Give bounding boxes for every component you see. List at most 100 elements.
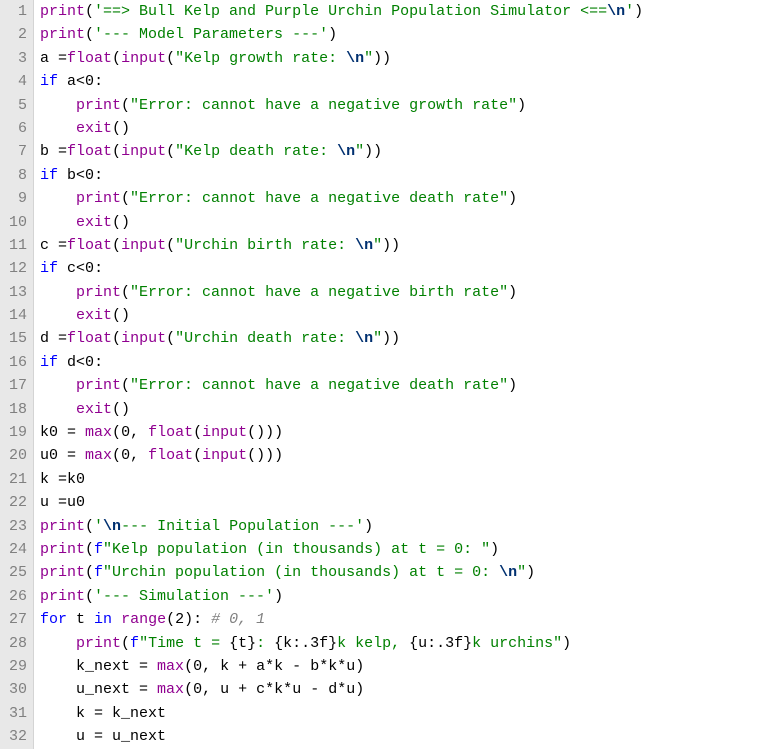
token-op: ( xyxy=(121,377,130,394)
token-str: " xyxy=(364,50,373,67)
token-op: ( xyxy=(112,330,121,347)
token-op: c xyxy=(247,681,265,698)
token-op: ) xyxy=(490,541,499,558)
token-op: ( xyxy=(166,237,175,254)
code-line[interactable]: exit() xyxy=(40,304,643,327)
token-str: "Error: cannot have a negative growth ra… xyxy=(130,97,517,114)
token-id: d xyxy=(40,330,58,347)
token-fpre: f xyxy=(94,564,103,581)
code-line[interactable]: print('==> Bull Kelp and Purple Urchin P… xyxy=(40,0,643,23)
code-line[interactable]: a =float(input("Kelp growth rate: \n")) xyxy=(40,47,643,70)
token-op: * xyxy=(283,681,292,698)
code-line[interactable]: k =k0 xyxy=(40,468,643,491)
token-id: u_next xyxy=(103,728,166,745)
code-line[interactable]: u = u_next xyxy=(40,725,643,748)
code-line[interactable]: exit() xyxy=(40,398,643,421)
token-num: 0 xyxy=(85,167,94,184)
code-line[interactable]: print('--- Model Parameters ---') xyxy=(40,23,643,46)
line-number: 23 xyxy=(4,515,27,538)
token-bi: print xyxy=(40,26,85,43)
token-num: 0 xyxy=(85,354,94,371)
line-number: 14 xyxy=(4,304,27,327)
token-bi: print xyxy=(40,3,85,20)
line-number: 15 xyxy=(4,327,27,350)
token-op: * xyxy=(265,658,274,675)
token-op: = xyxy=(94,705,103,722)
code-line[interactable]: print('--- Simulation ---') xyxy=(40,585,643,608)
code-line[interactable]: k = k_next xyxy=(40,702,643,725)
code-line[interactable]: print("Error: cannot have a negative dea… xyxy=(40,374,643,397)
token-op: ( xyxy=(112,447,121,464)
code-line[interactable]: print('\n--- Initial Population ---') xyxy=(40,515,643,538)
token-op: = xyxy=(67,424,85,441)
token-op: d xyxy=(319,681,337,698)
line-number: 9 xyxy=(4,187,27,210)
token-op: )) xyxy=(373,50,391,67)
token-op: : xyxy=(94,167,103,184)
token-op: = xyxy=(58,237,67,254)
token-kw: if xyxy=(40,354,58,371)
token-id: u xyxy=(40,728,94,745)
token-op: = xyxy=(58,330,67,347)
code-line[interactable]: d =float(input("Urchin death rate: \n")) xyxy=(40,327,643,350)
code-line[interactable]: k0 = max(0, float(input())) xyxy=(40,421,643,444)
token-op: )) xyxy=(364,143,382,160)
code-line[interactable]: print(f"Kelp population (in thousands) a… xyxy=(40,538,643,561)
token-id xyxy=(40,190,76,207)
token-op: ) xyxy=(364,518,373,535)
code-line[interactable]: exit() xyxy=(40,211,643,234)
code-line[interactable]: print("Error: cannot have a negative bir… xyxy=(40,281,643,304)
line-number: 4 xyxy=(4,70,27,93)
token-op: a xyxy=(247,658,265,675)
token-op: ( xyxy=(184,658,193,675)
code-area[interactable]: print ( '==> Bull Kelp and Purple Urchin P… xyxy=(34,0,643,749)
token-op: ( xyxy=(112,237,121,254)
token-id: c xyxy=(58,260,76,277)
code-line[interactable]: exit() xyxy=(40,117,643,140)
code-line[interactable]: print(f"Time t = {t}: {k:.3f}k kelp, {u:… xyxy=(40,632,643,655)
token-op: ) xyxy=(634,3,643,20)
line-number: 18 xyxy=(4,398,27,421)
token-id xyxy=(112,611,121,628)
code-line[interactable]: k_next = max(0, k + a*k - b*k*u) xyxy=(40,655,643,678)
token-op: ())) xyxy=(247,447,283,464)
code-editor[interactable]: 1234567891011121314151617181920212223242… xyxy=(0,0,784,749)
token-fexp: {t} xyxy=(229,635,256,652)
token-op: ) xyxy=(526,564,535,581)
token-id xyxy=(40,377,76,394)
code-line[interactable]: c =float(input("Urchin birth rate: \n")) xyxy=(40,234,643,257)
code-line[interactable]: u0 = max(0, float(input())) xyxy=(40,444,643,467)
code-line[interactable]: u_next = max(0, u + c*k*u - d*u) xyxy=(40,678,643,701)
code-line[interactable]: u =u0 xyxy=(40,491,643,514)
code-line[interactable]: b =float(input("Kelp death rate: \n")) xyxy=(40,140,643,163)
code-line[interactable]: for t in range(2): # 0, 1 xyxy=(40,608,643,631)
code-line[interactable]: if c<0: xyxy=(40,257,643,280)
code-line[interactable]: print(f"Urchin population (in thousands)… xyxy=(40,561,643,584)
token-str: '==> Bull Kelp and Purple Urchin Populat… xyxy=(94,3,607,20)
token-op: ( xyxy=(85,541,94,558)
line-number: 12 xyxy=(4,257,27,280)
code-line[interactable]: if b<0: xyxy=(40,164,643,187)
token-str: "Urchin death rate: xyxy=(175,330,355,347)
code-line[interactable]: if a<0: xyxy=(40,70,643,93)
token-op: ) xyxy=(562,635,571,652)
token-op: + xyxy=(238,681,247,698)
code-line[interactable]: print("Error: cannot have a negative gro… xyxy=(40,94,643,117)
token-id xyxy=(40,97,76,114)
token-op: )) xyxy=(382,237,400,254)
token-bi: max xyxy=(85,447,112,464)
token-op: < xyxy=(76,167,85,184)
line-number: 11 xyxy=(4,234,27,257)
token-id: u xyxy=(40,494,58,511)
token-esc: \n xyxy=(499,564,517,581)
token-op: = xyxy=(67,447,85,464)
token-id: k0 xyxy=(67,471,85,488)
token-esc: \n xyxy=(337,143,355,160)
token-op: < xyxy=(76,354,85,371)
token-op: ( xyxy=(121,190,130,207)
token-op: - xyxy=(310,681,319,698)
token-str: k kelp, xyxy=(337,635,409,652)
code-line[interactable]: if d<0: xyxy=(40,351,643,374)
token-op: ( xyxy=(193,424,202,441)
code-line[interactable]: print("Error: cannot have a negative dea… xyxy=(40,187,643,210)
